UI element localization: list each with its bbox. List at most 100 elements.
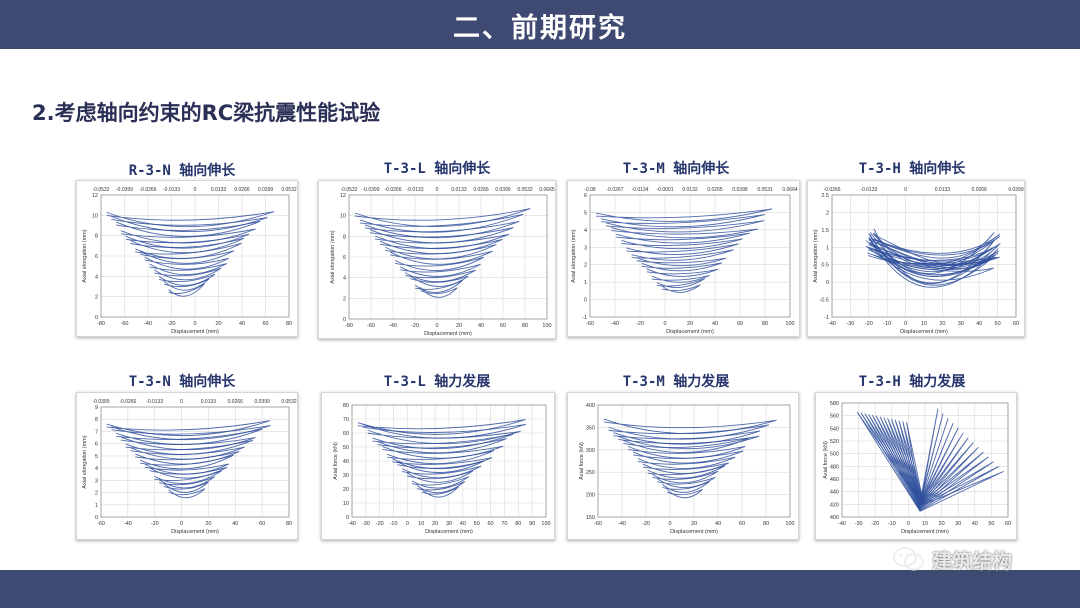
x-axis-label: Displacement (mm) [666,329,714,335]
y-tick-label: 580 [830,401,839,407]
y-tick-label: 12 [92,193,98,199]
y-tick-label: 2 [95,295,98,301]
top-tick-label: 0.0266 [473,187,489,193]
plot-frame [351,404,547,518]
hysteresis-curve [125,233,250,249]
chart-svg: -40 -30 -20 -10 0 10 20 30 40 50 60-1-0.500.511.52… [813,187,1024,335]
hysteresis-curve [864,413,994,511]
hysteresis-curve [868,414,989,510]
chart-panel-5: -60 -40 -20 0 20 40 60 80 0 1 2 3 4 5 6 7 8 9 -0.0399 -0.02… [76,392,298,540]
x-tick-label: -20 [376,521,384,527]
x-tick-label: 0 [904,321,907,327]
x-tick-label: 10 [922,521,928,527]
x-tick-label: -40 [838,521,846,527]
chart-title-8: T-3-H 轴力发展 [858,374,966,390]
hysteresis-curve [647,465,726,479]
x-tick-label: 0 [180,521,183,527]
hysteresis-curve [158,273,216,286]
hysteresis-curve [414,279,464,293]
top-tick-label: -0.0266 [140,187,157,193]
y-tick-label: 350 [586,425,595,431]
x-tick-label: 0 [435,323,438,329]
hysteresis-curve [154,470,222,485]
top-tick-label: -0.0133 [163,187,180,193]
x-tick-label: 100 [541,521,550,527]
x-tick-label: -80 [345,323,353,329]
top-tick-label: 0.0133 [211,187,227,193]
x-tick-label: 30 [955,521,961,527]
hysteresis-curve [399,263,481,277]
x-tick-label: 60 [488,521,494,527]
hysteresis-curve [869,234,999,286]
y-tick-label: 40 [343,459,349,465]
top-tick-label: 0.0398 [732,187,748,193]
top-tick-label: 0.0664 [782,187,798,193]
y-tick-label: 10 [340,214,346,220]
y-tick-label: 4 [343,276,346,282]
top-tick-label: -0.0134 [632,187,649,193]
x-tick-label: -20 [865,321,873,327]
top-tick-label: 0.0132 [682,187,698,193]
curve-group [856,408,1004,512]
hysteresis-curve [357,419,526,435]
x-tick-label: 100 [542,323,551,329]
hysteresis-curve [657,476,716,488]
x-tick-label: -30 [846,321,854,327]
hysteresis-curve [902,413,944,503]
wechat-icon [892,546,926,572]
hysteresis-curve [135,451,240,465]
x-tick-label: -30 [855,521,863,527]
y-tick-label: 440 [830,490,839,496]
hysteresis-curve [362,423,527,439]
x-tick-label: 60 [262,321,268,327]
page-title: 二、前期研究 [453,13,627,44]
x-tick-label: 20 [939,521,945,527]
y-tick-label: 4 [584,228,587,234]
hysteresis-curve [406,470,474,483]
hysteresis-curve [382,445,504,459]
chart-svg: -60 -40 -20 0 20 40 60 80 0 1 2 3 4 5 6 7 8 9-0.0399 -0.02… [82,399,297,535]
y-tick-label: 2 [826,210,829,216]
y-tick-label: 480 [830,464,839,470]
top-tick-label: 0.0265 [707,187,723,193]
hysteresis-curve [661,480,710,493]
x-tick-label: 0 [406,521,409,527]
hysteresis-curve [168,488,206,499]
x-tick-label: 20 [205,521,211,527]
top-tick-label: 0.0266 [972,187,988,193]
plot-frame [589,194,791,318]
x-tick-label: 60 [500,323,506,329]
y-tick-label: 5 [584,210,587,216]
y-tick-label: 0.5 [821,263,829,269]
hysteresis-curve [661,284,701,293]
x-tick-label: -60 [367,323,375,329]
top-tick-label: 0 [904,187,907,193]
chart-title-7: T-3-M 轴力发展 [622,374,730,390]
x-tick-label: 10 [418,521,424,527]
watermark-text: 建筑结构 [932,548,1012,573]
hysteresis-curve [377,438,507,454]
x-tick-label: -10 [883,321,891,327]
x-tick-label: -20 [411,323,419,329]
hysteresis-curve [651,274,710,283]
curve-group [865,228,1001,288]
hysteresis-curve [120,436,256,451]
hysteresis-curve [144,463,230,475]
hysteresis-curve [379,238,503,255]
hysteresis-curve [626,243,739,255]
chart-panel-7: -60 -40 -20 0 20 40 60 80 100 150 200 250 300 350 400 D… [567,392,799,540]
x-tick-label: -40 [348,521,356,527]
x-tick-label: 20 [691,521,697,527]
y-tick-label: -1 [582,315,587,321]
hysteresis-curve [632,450,744,464]
top-tick-label: 0 [436,187,439,193]
hysteresis-curve [611,227,758,239]
hysteresis-curve [163,481,209,493]
x-tick-label: 80 [762,321,768,327]
chart-title-3: T-3-M 轴向伸长 [622,161,730,177]
header-bar: 二、前期研究 [0,0,1080,49]
x-tick-label: 100 [785,321,794,327]
y-tick-label: 6 [95,442,98,448]
hysteresis-curve [130,446,245,460]
hysteresis-curve [621,238,743,250]
